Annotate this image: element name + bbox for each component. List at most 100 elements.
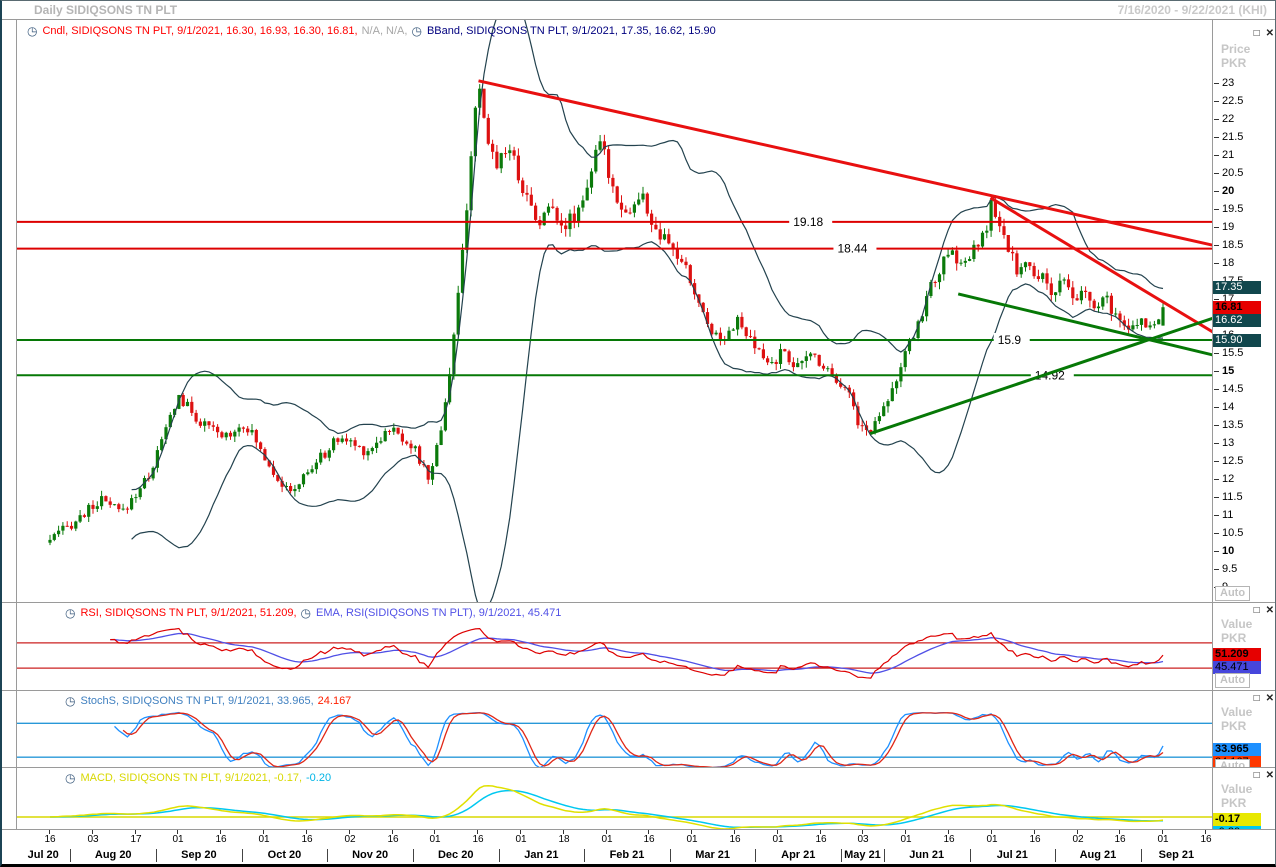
price-axis-header: Price PKR [1221, 42, 1251, 70]
month-label: Nov 20 [352, 849, 389, 861]
legend-series-label: EMA, RSI(SIDIQSONS TN PLT), 9/1/2021, 45… [316, 607, 562, 619]
axis-value-label: -0.17 [1213, 813, 1261, 826]
close-icon[interactable]: ✕ [1265, 693, 1274, 704]
macd-chart-svg[interactable] [17, 768, 1213, 829]
auto-scale-button[interactable]: Auto [1215, 759, 1251, 767]
chart-titlebar: Daily SIDIQSONS TN PLT 7/16/2020 - 9/22/… [2, 1, 1275, 19]
month-separator [327, 849, 328, 862]
macd-chart-area[interactable]: ◷ MACD, SIDIQSONS TN PLT, 9/1/2021, -0.17… [16, 768, 1213, 829]
clock-icon: ◷ [65, 770, 76, 785]
stochastic-axis: □✕ Value PKR 33.96524.167 Auto [1212, 691, 1275, 767]
month-separator [670, 849, 671, 862]
month-label: Jul 21 [996, 849, 1028, 861]
time-axis: 16 03 17 01 16 01 16 02 16 01 16 01 18 01 16 01 16 01 16 03… [2, 829, 1275, 864]
axis-value-label: 51.209 [1213, 648, 1261, 661]
legend-series-label: RSI, SIDIQSONS TN PLT, 9/1/2021, 51.209, [80, 607, 297, 619]
month-label: Jul 20 [27, 849, 59, 861]
close-icon[interactable]: ✕ [1265, 770, 1274, 781]
restore-icon[interactable]: □ [1253, 693, 1260, 704]
stochastic-chart-area[interactable]: ◷ StochS, SIDIQSONS TN PLT, 9/1/2021, 33.… [16, 691, 1213, 767]
month-label: Dec 20 [437, 849, 474, 861]
panel-window-controls[interactable]: □ ✕ [1254, 606, 1274, 616]
auto-scale-button[interactable]: Auto [1215, 586, 1251, 601]
month-label: Sep 21 [1158, 849, 1195, 861]
month-separator [1141, 849, 1142, 862]
month-label: May 21 [844, 849, 881, 861]
month-label: Mar 21 [695, 849, 731, 861]
clock-icon: ◷ [27, 23, 38, 38]
chart-title: Daily SIDIQSONS TN PLT [34, 3, 178, 17]
restore-icon[interactable]: □ [1253, 28, 1260, 39]
month-label: Sep 20 [181, 849, 217, 861]
month-separator [970, 849, 971, 862]
month-separator [1055, 849, 1056, 862]
stochastic-panel: ◷ StochS, SIDIQSONS TN PLT, 9/1/2021, 33.… [2, 690, 1275, 767]
month-separator [884, 849, 885, 862]
rsi-axis-header: Value PKR [1221, 617, 1253, 645]
axis-value-label: 15.90 [1213, 334, 1261, 347]
legend-series-label: BBand, SIDIQSONS TN PLT, 9/1/2021, 17.35… [426, 25, 716, 37]
axis-value-label: 16.81 [1213, 301, 1261, 314]
price-panel: 19.18 18.44 15.9 14.92 ◷ Cndl, SIDIQSONS TN … [2, 19, 1275, 602]
stochastic-legend[interactable]: ◷ StochS, SIDIQSONS TN PLT, 9/1/2021, 33.… [65, 693, 352, 708]
legend-series-label: Cndl, SIDIQSONS TN PLT, 9/1/2021, 16.30,… [42, 25, 358, 37]
month-separator [156, 849, 157, 862]
restore-icon[interactable]: □ [1253, 770, 1260, 781]
axis-value-label: 33.965 [1213, 743, 1261, 756]
month-label: Feb 21 [609, 849, 645, 861]
macd-legend[interactable]: ◷ MACD, SIDIQSONS TN PLT, 9/1/2021, -0.17… [65, 770, 332, 785]
axis-value-label: -0.20 [1213, 826, 1261, 829]
svg-text:19.18: 19.18 [793, 215, 823, 229]
price-axis: □ ✕ Price PKR 23 22.5 22 21.5 21 20.5 20 19.5 19 1… [1212, 20, 1275, 602]
legend-series-label: 24.167 [317, 695, 352, 707]
stochastic-chart-svg[interactable] [17, 691, 1213, 767]
legend-series-label: N/A, N/A, [361, 25, 408, 37]
legend-series-label: -0.20 [306, 772, 332, 784]
rsi-panel: ◷ RSI, SIDIQSONS TN PLT, 9/1/2021, 51.209… [2, 602, 1275, 690]
legend-series-label: MACD, SIDIQSONS TN PLT, 9/1/2021, -0.17, [80, 772, 302, 784]
restore-icon[interactable]: □ [1253, 605, 1260, 616]
month-separator [755, 849, 756, 862]
legend-series-label: StochS, SIDIQSONS TN PLT, 9/1/2021, 33.9… [80, 695, 314, 707]
month-label: Oct 20 [267, 849, 302, 861]
stochastic-axis-header: Value PKR [1221, 705, 1253, 733]
rsi-chart-svg[interactable] [17, 603, 1213, 690]
axis-value-label: 17.35 [1213, 281, 1261, 294]
month-label: Jan 21 [524, 849, 559, 861]
month-label: Aug 21 [1079, 849, 1117, 861]
month-separator [242, 849, 243, 862]
month-separator [499, 849, 500, 862]
axis-value-label: 16.62 [1213, 314, 1261, 327]
clock-icon: ◷ [411, 23, 422, 38]
month-separator [70, 849, 71, 862]
svg-text:15.9: 15.9 [998, 333, 1022, 347]
close-icon[interactable]: ✕ [1265, 28, 1274, 39]
panel-window-controls[interactable]: □ ✕ [1254, 694, 1274, 704]
clock-icon: ◷ [65, 693, 76, 708]
price-legend[interactable]: ◷ Cndl, SIDIQSONS TN PLT, 9/1/2021, 16.30… [27, 23, 716, 38]
axis-value-label: 45.471 [1213, 661, 1261, 674]
month-separator [841, 849, 842, 862]
clock-icon: ◷ [300, 605, 311, 620]
macd-axis-header: Value PKR [1221, 782, 1253, 810]
close-icon[interactable]: ✕ [1265, 605, 1274, 616]
panel-window-controls[interactable]: □ ✕ [1254, 771, 1274, 781]
month-label: Jun 21 [909, 849, 945, 861]
auto-scale-button[interactable]: Auto [1215, 673, 1251, 688]
svg-text:18.44: 18.44 [837, 242, 867, 256]
rsi-axis: □ ✕ Value PKR 51.209 45.471 Auto [1212, 603, 1275, 690]
clock-icon: ◷ [65, 605, 76, 620]
month-label: Apr 21 [781, 849, 816, 861]
date-range-label: 7/16/2020 - 9/22/2021 (KHI) [1117, 3, 1267, 17]
panel-window-controls[interactable]: □ ✕ [1254, 29, 1274, 39]
price-chart-area[interactable]: 19.18 18.44 15.9 14.92 ◷ Cndl, SIDIQSONS TN … [16, 20, 1213, 602]
macd-axis: □✕ Value PKR -0.17-0.20 [1212, 768, 1275, 829]
rsi-chart-area[interactable]: ◷ RSI, SIDIQSONS TN PLT, 9/1/2021, 51.209… [16, 603, 1213, 690]
macd-panel: ◷ MACD, SIDIQSONS TN PLT, 9/1/2021, -0.17… [2, 767, 1275, 829]
rsi-legend[interactable]: ◷ RSI, SIDIQSONS TN PLT, 9/1/2021, 51.209… [65, 605, 562, 620]
month-separator [413, 849, 414, 862]
month-label: Aug 20 [94, 849, 132, 861]
month-separator [584, 849, 585, 862]
